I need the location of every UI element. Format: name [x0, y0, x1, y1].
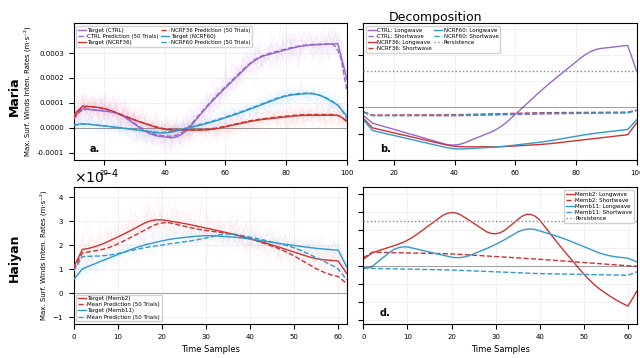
- X-axis label: Time Samples: Time Samples: [180, 345, 240, 354]
- Text: d.: d.: [380, 308, 390, 318]
- Text: Maria: Maria: [8, 77, 20, 116]
- Legend: Memb2: Longwave, Memb2: Shortwave, Memb11: Longwave, Memb11: Shortwave, Persiste: Memb2: Longwave, Memb2: Shortwave, Memb1…: [564, 190, 634, 223]
- Text: Haiyan: Haiyan: [8, 233, 20, 282]
- X-axis label: Time Samples: Time Samples: [470, 345, 530, 354]
- Legend: Target (CTRL), CTRL Prediction (50 Trials), Target (NCRF36), NCRF36 Prediction (: Target (CTRL), CTRL Prediction (50 Trial…: [76, 26, 252, 47]
- Legend: CTRL: Longwave, CTRL: Shortwave, NCRF36: Longwave, NCRF36: Shortwave, NCRF60: Lo: CTRL: Longwave, CTRL: Shortwave, NCRF36:…: [366, 26, 500, 53]
- Text: b.: b.: [380, 144, 390, 154]
- Text: Decomposition: Decomposition: [388, 11, 482, 24]
- Y-axis label: Max. Surf. Winds Inten. Rates (m·s⁻²): Max. Surf. Winds Inten. Rates (m·s⁻²): [39, 191, 47, 320]
- Legend: Target (Memb2), Mean Prediction (50 Trials), Target (Memb11), Mean Prediction (5: Target (Memb2), Mean Prediction (50 Tria…: [76, 295, 162, 321]
- Text: c.: c.: [90, 308, 99, 318]
- Y-axis label: Max. Surf. Winds Inten. Rates (m·s⁻²): Max. Surf. Winds Inten. Rates (m·s⁻²): [24, 27, 31, 156]
- Text: a.: a.: [90, 144, 100, 154]
